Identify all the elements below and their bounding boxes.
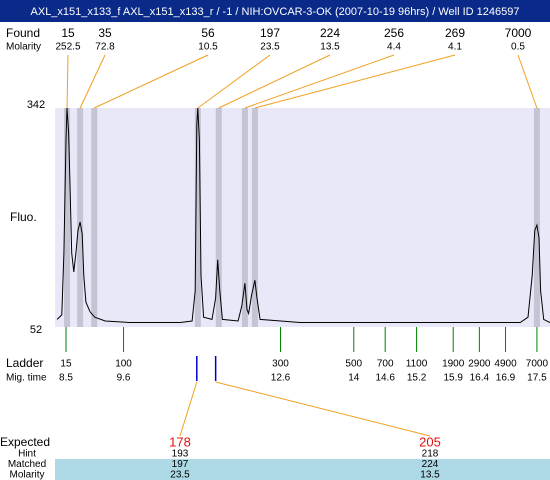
found-molarity: 252.5 (55, 42, 80, 53)
found-label: Found (6, 26, 40, 40)
found-size: 35 (98, 26, 112, 40)
plot-area (55, 108, 550, 327)
ladder-time: 17.5 (527, 373, 547, 384)
peak-band (64, 108, 71, 327)
peak-connector (79, 54, 106, 109)
peak-band (91, 108, 98, 327)
mig-time-label: Mig. time (6, 373, 47, 384)
row-value: 218 (422, 449, 439, 460)
ladder-size: 100 (115, 359, 132, 370)
found-size: 256 (384, 26, 404, 40)
row-label: Hint (18, 449, 36, 460)
row-value: 23.5 (170, 470, 190, 480)
found-molarity: 0.5 (511, 42, 525, 53)
peak-connector (94, 54, 209, 109)
expected-size: 205 (419, 434, 441, 449)
found-molarity: 4.4 (387, 42, 401, 53)
peak-connector (254, 54, 456, 109)
ladder-time: 14.6 (375, 373, 395, 384)
found-molarity: 10.5 (198, 42, 218, 53)
peak-connector (218, 54, 331, 109)
peak-connector (66, 54, 69, 109)
found-size: 15 (61, 26, 75, 40)
matched-band (55, 459, 550, 480)
ladder-size: 15 (60, 359, 72, 370)
ladder-size: 300 (272, 359, 289, 370)
ladder-time: 14 (348, 373, 360, 384)
peak-band (533, 108, 540, 327)
found-size: 197 (260, 26, 280, 40)
ladder-time: 15.9 (443, 373, 463, 384)
row-label: Matched (8, 459, 46, 470)
ladder-size: 7000 (526, 359, 549, 370)
title: AXL_x151_x133_f AXL_x151_x133_r / -1 / N… (31, 6, 520, 18)
ladder-time: 8.5 (59, 373, 73, 384)
y-axis-label: Fluo. (10, 210, 37, 224)
peak-band (241, 108, 248, 327)
ladder-time: 12.6 (271, 373, 291, 384)
peak-connector (517, 54, 538, 109)
expected-connector (179, 381, 198, 437)
found-molarity: 23.5 (260, 42, 280, 53)
found-size: 269 (445, 26, 465, 40)
ladder-time: 15.2 (407, 373, 427, 384)
row-value: 193 (172, 449, 189, 460)
expected-label: Expected (0, 435, 50, 449)
row-label: Molarity (9, 470, 44, 480)
found-size: 224 (320, 26, 340, 40)
ladder-time: 16.4 (470, 373, 490, 384)
row-value: 197 (172, 459, 189, 470)
y-tick-label: 52 (30, 324, 42, 336)
title-bar (0, 0, 550, 22)
found-size: 7000 (505, 26, 532, 40)
molarity-label: Molarity (6, 42, 41, 53)
peak-band (251, 108, 258, 327)
ladder-size: 700 (377, 359, 394, 370)
found-molarity: 72.8 (95, 42, 115, 53)
peak-band (77, 108, 84, 327)
row-value: 13.5 (420, 470, 440, 480)
peak-band (194, 108, 201, 327)
ladder-size: 2900 (468, 359, 491, 370)
row-value: 224 (422, 459, 439, 470)
ladder-time: 9.6 (117, 373, 131, 384)
ladder-size: 1100 (406, 359, 428, 370)
peak-connector (244, 54, 395, 109)
found-molarity: 13.5 (320, 42, 340, 53)
ladder-size: 1900 (442, 359, 465, 370)
expected-size: 178 (169, 434, 191, 449)
peak-connector (197, 54, 271, 109)
y-tick-label: 342 (27, 99, 45, 111)
peak-band (215, 108, 222, 327)
ladder-label: Ladder (6, 356, 43, 370)
found-molarity: 4.1 (448, 42, 462, 53)
ladder-size: 4900 (494, 359, 517, 370)
ladder-size: 500 (345, 359, 362, 370)
trace (56, 107, 550, 323)
found-size: 56 (201, 26, 215, 40)
ladder-time: 16.9 (496, 373, 516, 384)
expected-connector (215, 381, 431, 437)
